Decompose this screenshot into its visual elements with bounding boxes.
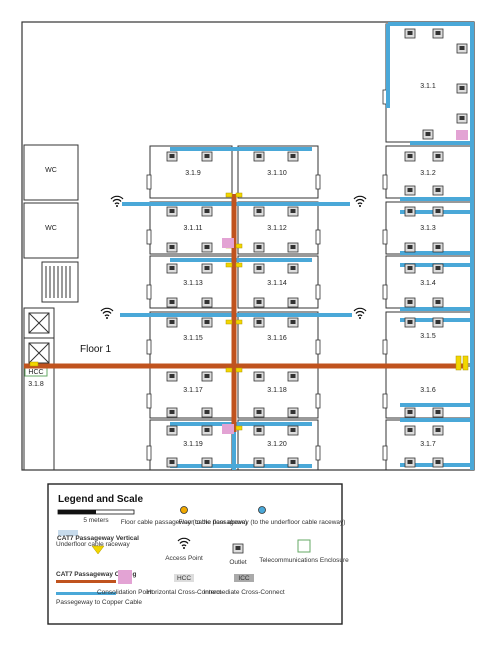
room-3-1-17-label: 3.1.17 [183,387,203,394]
outlet-icon [232,543,244,554]
scale-label: 5 meters [83,517,109,524]
access-point-icon [353,307,367,320]
wc-1 [23,144,79,201]
consolidation-label: Consolidation Point [97,589,153,596]
access-point-label: Access Point [165,555,203,562]
room-3-1-10-label: 3.1.10 [267,170,287,177]
floor-label: Floor 1 [80,344,112,355]
access-point-icon [353,195,367,208]
room-3-1-1-label: 3.1.1 [420,83,436,90]
telecom-enclosure-swatch [297,539,311,553]
telecom-enclosure-label: Telecommunications Enclosure [259,557,349,564]
room-3-1-3-label: 3.1.3 [420,225,436,232]
cat7-vertical-label: CAT7 Passageway Vertical [57,535,139,542]
room-3-1-8-label: 3.1.8 [28,381,44,388]
room-3-1-18-label: 3.1.18 [267,387,287,394]
wc-2-label: WC [45,225,57,232]
room-3-1-14-label: 3.1.14 [267,280,287,287]
underfloor-passageway-label: Floor cable passageway (to the underfloo… [179,519,346,526]
legend-title: Legend and Scale [58,494,143,505]
room-3-1-2-label: 3.1.2 [420,170,436,177]
underfloor-label: Underfloor cable raceway [56,541,130,548]
elevator-shafts [23,307,55,471]
room-3-1-19-label: 3.1.19 [183,441,203,448]
room-3-1-12-label: 3.1.12 [267,225,287,232]
wc-1-label: WC [45,167,57,174]
legend: Legend and Scale 5 meters Underfloor cab… [47,483,349,625]
access-point-icon [110,195,124,208]
copper-label: Passegeway to Copper Cable [56,599,142,606]
room-3-1-13-label: 3.1.13 [183,280,203,287]
central-block [149,145,319,471]
central-doors [146,174,321,461]
consolidation-points [222,130,468,434]
hcc-tag: HCC [28,369,43,376]
cat7-vertical-icon [91,545,105,555]
hcc-swatch [174,574,194,582]
room-3-1-5-label: 3.1.5 [420,333,436,340]
room-3-1-11-label: 3.1.11 [184,225,203,232]
wc-2 [23,202,79,259]
room-3-1-20-label: 3.1.20 [267,441,287,448]
hcc-short-label: HCC [177,575,191,582]
cat7-ceiling-passageway [24,194,468,432]
floor-passageway-label: Floor cable passageway (to the floor abo… [121,519,247,526]
underfloor-swatch [58,530,78,536]
room-3-1-6-label: 3.1.6 [420,387,436,394]
east-doors [382,89,388,461]
floor-passageway-icon [180,506,188,514]
icc-label: Intermediate Cross-Connect [203,589,284,596]
copper-swatch [56,592,116,595]
room-3-1-15-label: 3.1.15 [183,335,203,342]
room-3-1-4-label: 3.1.4 [420,280,436,287]
hcc-label: Horizontal Cross-Connect [147,589,222,596]
icc-short-label: ICC [238,575,250,582]
icc-swatch [234,574,254,582]
room-3-1-7-label: 3.1.7 [420,441,436,448]
consolidation-swatch [118,570,132,584]
outlet-label: Outlet [229,559,247,566]
room-3-1-16-label: 3.1.16 [267,335,287,342]
underfloor-passageway-icon [258,506,266,514]
stairs [41,261,79,303]
cat7-ceiling-label: CAT7 Passageway Ceiling [56,571,136,578]
access-point-icon [100,307,114,320]
room-3-1-9-label: 3.1.9 [185,170,201,177]
cat7-ceiling-swatch [56,580,116,583]
